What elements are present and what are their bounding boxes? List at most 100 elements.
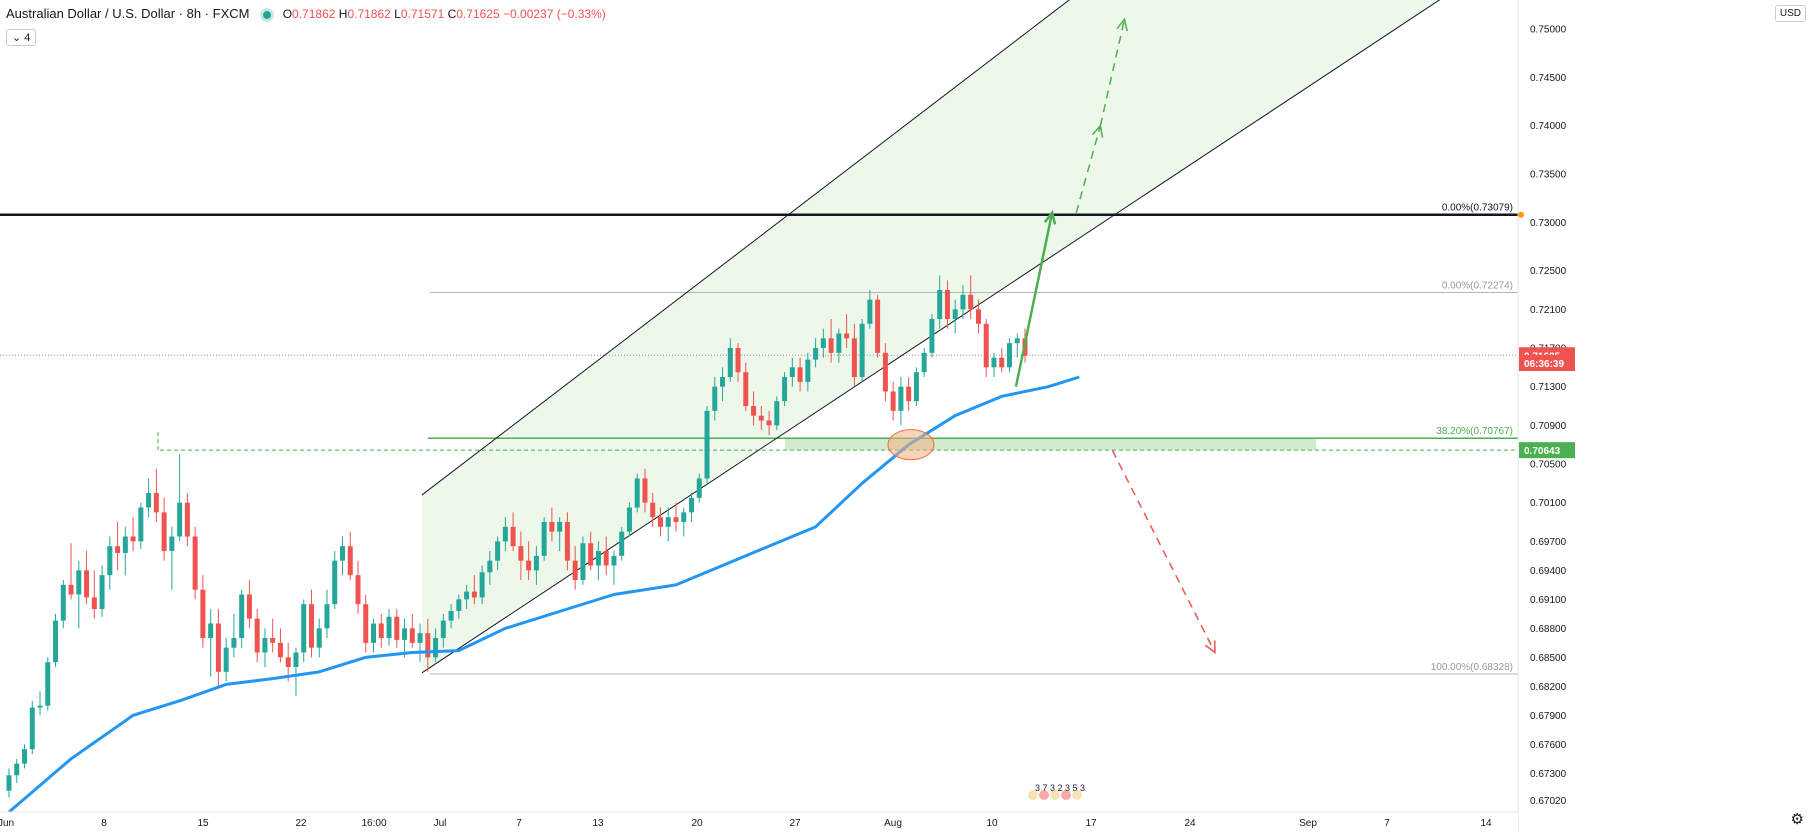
candle-body[interactable] xyxy=(14,763,20,776)
candle-body[interactable] xyxy=(657,517,663,527)
candle-body[interactable] xyxy=(541,522,547,556)
candle-body[interactable] xyxy=(99,575,105,609)
candle-body[interactable] xyxy=(277,642,283,658)
candle-body[interactable] xyxy=(921,352,927,373)
candle-body[interactable] xyxy=(851,338,857,377)
event-flag[interactable] xyxy=(1072,790,1082,800)
candle-body[interactable] xyxy=(115,546,121,553)
candle-body[interactable] xyxy=(138,507,144,542)
event-flag[interactable] xyxy=(1028,790,1038,800)
candle-body[interactable] xyxy=(782,377,788,402)
candle-body[interactable] xyxy=(929,319,935,353)
candle-body[interactable] xyxy=(29,707,35,750)
candle-body[interactable] xyxy=(634,478,640,508)
candle-body[interactable] xyxy=(262,638,268,653)
candle-body[interactable] xyxy=(665,517,671,527)
candle-body[interactable] xyxy=(208,623,214,639)
candle-body[interactable] xyxy=(766,420,772,426)
candle-body[interactable] xyxy=(409,628,415,643)
candle-body[interactable] xyxy=(735,348,741,373)
indicators-toggle-button[interactable]: ⌄ 4 xyxy=(6,29,37,46)
candle-body[interactable] xyxy=(944,290,950,319)
event-flag[interactable] xyxy=(1061,790,1071,800)
candle-body[interactable] xyxy=(200,589,206,638)
candle-body[interactable] xyxy=(417,633,423,643)
candle-body[interactable] xyxy=(270,638,276,643)
candle-body[interactable] xyxy=(487,560,493,573)
candle-body[interactable] xyxy=(495,541,501,561)
event-flag[interactable] xyxy=(1050,790,1060,800)
candle-body[interactable] xyxy=(890,391,896,411)
candle-body[interactable] xyxy=(572,560,578,580)
candle-body[interactable] xyxy=(704,410,710,479)
event-flags-icon[interactable]: 3 7 3 2 3 5 3 xyxy=(1028,783,1085,800)
candle-body[interactable] xyxy=(223,647,229,672)
candle-body[interactable] xyxy=(805,359,811,382)
event-flag[interactable] xyxy=(1039,790,1049,800)
candle-body[interactable] xyxy=(169,536,175,552)
candle-body[interactable] xyxy=(968,294,974,310)
candle-body[interactable] xyxy=(456,599,462,611)
candle-body[interactable] xyxy=(875,299,881,353)
candle-body[interactable] xyxy=(564,522,570,561)
candle-body[interactable] xyxy=(371,623,377,643)
candle-body[interactable] xyxy=(588,543,594,566)
candle-body[interactable] xyxy=(192,536,198,590)
candle-body[interactable] xyxy=(440,620,446,638)
candle-body[interactable] xyxy=(231,638,237,648)
candle-body[interactable] xyxy=(177,502,183,537)
candle-body[interactable] xyxy=(45,662,51,706)
candle-body[interactable] xyxy=(37,705,43,708)
candle-body[interactable] xyxy=(122,536,128,553)
candle-body[interactable] xyxy=(774,401,780,426)
candle-body[interactable] xyxy=(425,633,431,658)
candle-body[interactable] xyxy=(681,512,687,522)
candle-body[interactable] xyxy=(526,560,532,571)
candle-body[interactable] xyxy=(727,348,733,377)
candle-body[interactable] xyxy=(239,594,245,639)
candle-body[interactable] xyxy=(820,338,826,348)
candle-body[interactable] xyxy=(758,415,764,421)
candle-body[interactable] xyxy=(355,575,361,605)
candle-body[interactable] xyxy=(130,536,136,542)
candle-body[interactable] xyxy=(471,591,477,598)
currency-badge[interactable]: USD xyxy=(1774,5,1806,22)
candle-body[interactable] xyxy=(324,604,330,629)
candle-body[interactable] xyxy=(464,591,470,600)
candle-body[interactable] xyxy=(161,512,167,551)
candle-body[interactable] xyxy=(580,543,586,580)
candle-body[interactable] xyxy=(906,386,912,402)
candle-body[interactable] xyxy=(952,309,958,319)
candle-body[interactable] xyxy=(549,522,555,532)
candle-body[interactable] xyxy=(285,657,291,667)
candle-body[interactable] xyxy=(402,628,408,640)
candle-body[interactable] xyxy=(689,497,695,513)
candle-body[interactable] xyxy=(479,572,485,598)
candle-body[interactable] xyxy=(316,628,322,648)
symbol-title[interactable]: Australian Dollar / U.S. Dollar · 8h · F… xyxy=(6,6,250,21)
candle-body[interactable] xyxy=(603,551,609,566)
candle-body[interactable] xyxy=(91,597,97,609)
candle-body[interactable] xyxy=(960,294,966,310)
candle-body[interactable] xyxy=(510,526,516,547)
candle-body[interactable] xyxy=(1014,338,1020,344)
candle-body[interactable] xyxy=(642,478,648,503)
candle-body[interactable] xyxy=(867,299,873,324)
candle-body[interactable] xyxy=(859,323,865,377)
candle-body[interactable] xyxy=(595,551,601,566)
candle-body[interactable] xyxy=(254,618,260,653)
candle-body[interactable] xyxy=(836,333,842,353)
candle-body[interactable] xyxy=(991,357,997,368)
candle-body[interactable] xyxy=(720,377,726,387)
candle-body[interactable] xyxy=(107,546,113,576)
candle-body[interactable] xyxy=(184,502,190,537)
candle-body[interactable] xyxy=(844,333,850,339)
candle-body[interactable] xyxy=(975,309,981,324)
candle-body[interactable] xyxy=(394,616,400,640)
candle-body[interactable] xyxy=(557,522,563,532)
candle-body[interactable] xyxy=(813,348,819,360)
candle-body[interactable] xyxy=(386,616,392,638)
candle-body[interactable] xyxy=(789,367,795,377)
candle-body[interactable] xyxy=(797,367,803,382)
